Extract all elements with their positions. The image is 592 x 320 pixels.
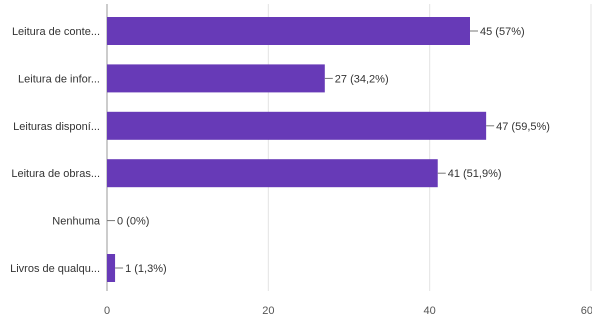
data-label: 0 (0%) [117,216,149,228]
x-tick-label: 0 [104,305,110,317]
category-label: Leitura de infor... [18,73,100,85]
category-labels: Leitura de conte... Leitura de infor... Le… [10,26,101,275]
category-label: Leitura de obras... [11,168,100,180]
x-tick-label: 60 [581,305,592,317]
bar [107,254,116,282]
x-tick-label: 20 [262,305,274,317]
category-label: Leitura de conte... [12,26,100,38]
category-label: Nenhuma [52,216,101,228]
x-tick-label: 40 [424,305,436,317]
bar [107,17,470,45]
category-label: Livros de qualqu... [10,263,100,275]
data-labels: 45 (57%) 27 (34,2%) 47 (59,5%) 41 (51,9%) 0 … [107,26,550,275]
data-label: 45 (57%) [480,26,525,38]
category-label: Leituras disponí... [13,121,100,133]
data-label: 27 (34,2%) [335,73,389,85]
grid-lines [106,4,592,291]
bar [107,111,487,140]
bar [107,159,438,188]
data-label: 1 (1,3%) [125,263,167,275]
data-label: 47 (59,5%) [496,121,550,133]
data-label: 41 (51,9%) [448,168,502,180]
bar [107,64,325,93]
x-axis-ticks: 0 20 40 60 [104,305,592,317]
bars [107,17,487,282]
